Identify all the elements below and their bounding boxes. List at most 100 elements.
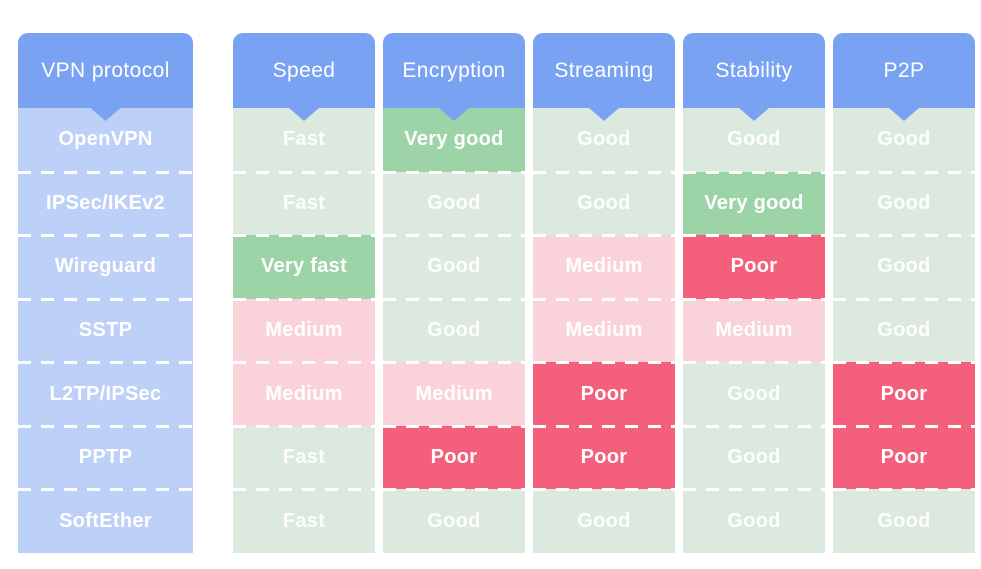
cell-vpn-protocol-row-2: Wireguard xyxy=(18,234,193,299)
column-streaming: Streaming Good Good Medium Medium Poor Poor Go… xyxy=(533,33,675,554)
cell-label: Very fast xyxy=(260,255,348,278)
cell-label: Poor xyxy=(430,446,478,469)
column-header: Streaming xyxy=(533,33,675,121)
cell-label: Good xyxy=(727,128,781,151)
cell-speed-row-6: Fast xyxy=(233,488,375,554)
cell-encryption-row-3: Good xyxy=(383,297,525,363)
cell-stability-row-5: Good xyxy=(683,424,825,490)
column-header-label: VPN protocol xyxy=(41,58,170,82)
cell-stability-row-6: Good xyxy=(683,488,825,554)
cell-encryption-row-5: Poor xyxy=(383,424,525,490)
column-speed: Speed Fast Fast Very fast Medium Medium Fast F… xyxy=(233,33,375,554)
cell-vpn-protocol-row-3: SSTP xyxy=(18,297,193,363)
cell-label: OpenVPN xyxy=(58,128,153,151)
cell-p2p-row-6: Good xyxy=(833,488,975,554)
cell-encryption-row-6: Good xyxy=(383,488,525,554)
cell-label: Good xyxy=(727,509,781,532)
cell-label: Fast xyxy=(282,446,326,469)
cell-streaming-row-5: Poor xyxy=(533,424,675,490)
cell-label: Poor xyxy=(880,446,928,469)
cell-label: Good xyxy=(427,509,481,532)
cell-vpn-protocol-row-6: SoftEther xyxy=(18,488,193,554)
cell-streaming-row-2: Medium xyxy=(533,234,675,299)
cell-label: Poor xyxy=(730,255,778,278)
cell-label: IPSec/IKEv2 xyxy=(46,191,165,214)
cell-stability-row-4: Good xyxy=(683,361,825,426)
column-header: P2P xyxy=(833,33,975,121)
cell-label: Medium xyxy=(265,382,343,405)
column-encryption: Encryption Very good Good Good Good Medium Po… xyxy=(383,33,525,554)
cell-label: Very good xyxy=(404,128,504,151)
cell-stability-row-2: Poor xyxy=(683,234,825,299)
cell-label: Medium xyxy=(565,319,643,342)
cell-label: Good xyxy=(727,382,781,405)
column-stability: Stability Good Very good Poor Medium Good Goo… xyxy=(683,33,825,554)
cell-label: PPTP xyxy=(78,446,133,469)
cell-label: Good xyxy=(577,191,631,214)
cell-encryption-row-4: Medium xyxy=(383,361,525,426)
cell-label: Fast xyxy=(282,128,326,151)
cell-p2p-row-3: Good xyxy=(833,297,975,363)
cell-label: Good xyxy=(577,509,631,532)
cell-stability-row-3: Medium xyxy=(683,297,825,363)
cell-label: Very good xyxy=(704,191,804,214)
column-header: Encryption xyxy=(383,33,525,121)
cell-label: Good xyxy=(877,255,931,278)
cell-label: Good xyxy=(877,191,931,214)
cell-label: Fast xyxy=(282,509,326,532)
column-body: Good Good Good Good Poor Poor Good xyxy=(833,108,975,554)
cell-label: Good xyxy=(727,446,781,469)
column-header-label: Streaming xyxy=(554,58,654,82)
column-body: Good Good Medium Medium Poor Poor Good xyxy=(533,108,675,554)
cell-speed-row-1: Fast xyxy=(233,170,375,236)
column-header-label: P2P xyxy=(883,58,925,82)
cell-speed-row-5: Fast xyxy=(233,424,375,490)
cell-label: Good xyxy=(877,128,931,151)
cell-p2p-row-5: Poor xyxy=(833,424,975,490)
cell-p2p-row-4: Poor xyxy=(833,361,975,426)
cell-encryption-row-1: Good xyxy=(383,170,525,236)
cell-label: Medium xyxy=(715,319,793,342)
cell-stability-row-1: Very good xyxy=(683,170,825,236)
column-header-label: Stability xyxy=(715,58,793,82)
column-body: OpenVPN IPSec/IKEv2 Wireguard SSTP L2TP/IPSe… xyxy=(18,108,193,554)
cell-vpn-protocol-row-0: OpenVPN xyxy=(18,108,193,172)
cell-streaming-row-3: Medium xyxy=(533,297,675,363)
cell-label: Good xyxy=(877,319,931,342)
cell-vpn-protocol-row-4: L2TP/IPSec xyxy=(18,361,193,426)
cell-p2p-row-2: Good xyxy=(833,234,975,299)
column-header-label: Encryption xyxy=(402,58,506,82)
column-body: Good Very good Poor Medium Good Good Good xyxy=(683,108,825,554)
cell-label: Poor xyxy=(880,382,928,405)
cell-label: Good xyxy=(877,509,931,532)
column-body: Very good Good Good Good Medium Poor Good xyxy=(383,108,525,554)
cell-p2p-row-1: Good xyxy=(833,170,975,236)
cell-label: SoftEther xyxy=(59,509,152,532)
column-header-label: Speed xyxy=(272,58,336,82)
cell-label: Good xyxy=(427,191,481,214)
cell-streaming-row-1: Good xyxy=(533,170,675,236)
cell-speed-row-3: Medium xyxy=(233,297,375,363)
column-header: Speed xyxy=(233,33,375,121)
column-header: Stability xyxy=(683,33,825,121)
cell-label: Medium xyxy=(265,319,343,342)
cell-streaming-row-6: Good xyxy=(533,488,675,554)
cell-label: Fast xyxy=(282,191,326,214)
cell-label: Wireguard xyxy=(54,255,157,278)
cell-streaming-row-4: Poor xyxy=(533,361,675,426)
column-vpn-protocol: VPN protocol OpenVPN IPSec/IKEv2 Wireguard… xyxy=(18,33,193,554)
cell-vpn-protocol-row-5: PPTP xyxy=(18,424,193,490)
cell-label: Poor xyxy=(580,382,628,405)
cell-label: Poor xyxy=(580,446,628,469)
cell-encryption-row-2: Good xyxy=(383,234,525,299)
cell-label: Good xyxy=(577,128,631,151)
column-p2p: P2P Good Good Good Good Poor Poor Good xyxy=(833,33,975,554)
comparison-table: VPN protocol OpenVPN IPSec/IKEv2 Wireguard… xyxy=(18,33,975,554)
cell-label: L2TP/IPSec xyxy=(49,382,162,405)
column-header: VPN protocol xyxy=(18,33,193,121)
cell-label: Medium xyxy=(415,382,493,405)
cell-label: Medium xyxy=(565,255,643,278)
cell-speed-row-2: Very fast xyxy=(233,234,375,299)
cell-label: SSTP xyxy=(78,319,133,342)
